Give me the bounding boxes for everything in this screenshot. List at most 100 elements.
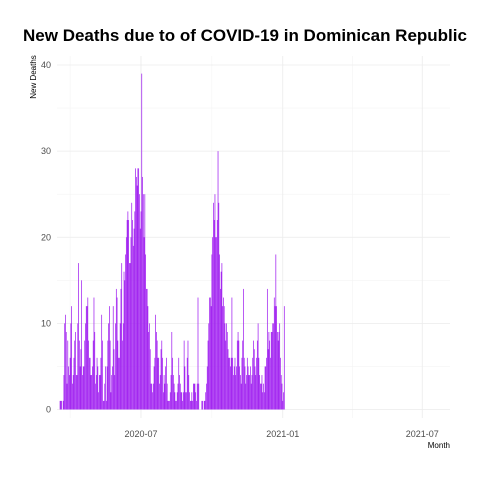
bar: [271, 331, 273, 410]
bar: [204, 400, 206, 410]
bar: [92, 340, 94, 410]
bar: [64, 323, 66, 410]
bar: [146, 288, 148, 410]
bar: [102, 400, 104, 410]
bar: [215, 237, 217, 410]
bar: [120, 288, 122, 410]
bar: [102, 340, 103, 410]
bar: [82, 366, 84, 410]
bar: [263, 383, 264, 410]
x-tick-label: 2020-07: [124, 429, 157, 439]
bar: [135, 168, 136, 410]
bar: [283, 306, 285, 410]
bar: [81, 280, 83, 410]
bar: [249, 375, 250, 410]
bar: [194, 383, 196, 410]
bar: [184, 366, 186, 410]
bar: [72, 375, 74, 410]
bar: [277, 340, 279, 410]
bar: [235, 375, 237, 410]
bar: [73, 357, 75, 410]
bar: [263, 392, 265, 410]
bar: [231, 297, 233, 410]
bar: [283, 392, 284, 410]
bar: [60, 400, 62, 410]
bar: [153, 366, 155, 410]
major-gridlines: [57, 56, 450, 418]
bar: [71, 306, 72, 410]
bar: [233, 366, 235, 410]
bar: [225, 340, 227, 410]
bar: [253, 349, 255, 410]
bar: [86, 306, 88, 410]
bar: [85, 323, 86, 410]
bar: [270, 357, 271, 410]
y-tick-label: 40: [41, 60, 51, 70]
bar: [211, 254, 213, 410]
bar: [195, 392, 197, 410]
bar: [196, 383, 198, 410]
bar: [122, 323, 124, 410]
bar: [109, 340, 111, 410]
bar-series: [59, 73, 285, 410]
x-tick-label: 2021-07: [406, 429, 439, 439]
bar: [142, 176, 143, 410]
bar: [80, 349, 82, 410]
bar: [142, 194, 144, 410]
bar: [280, 375, 282, 410]
bar: [176, 392, 178, 410]
bar: [257, 323, 259, 410]
bar: [72, 383, 73, 410]
bar: [116, 297, 118, 410]
bar: [83, 366, 85, 410]
bar: [273, 297, 275, 410]
bar: [248, 375, 250, 410]
bar: [175, 400, 177, 410]
bar: [188, 375, 190, 410]
bar: [166, 357, 167, 410]
bar: [88, 340, 89, 410]
bar: [87, 297, 89, 410]
y-tick-label: 0: [46, 405, 51, 415]
bar: [125, 237, 127, 410]
bar: [213, 202, 214, 410]
bar: [106, 366, 108, 410]
bar: [236, 366, 237, 410]
bar: [251, 375, 253, 410]
bar: [193, 383, 195, 410]
bar: [140, 211, 142, 410]
bar: [192, 400, 193, 410]
bar: [78, 263, 79, 410]
bar: [230, 357, 232, 410]
bar: [212, 237, 214, 410]
bar: [178, 357, 180, 410]
bar: [272, 323, 274, 410]
bar: [159, 375, 161, 410]
bar: [219, 254, 220, 410]
bar: [256, 340, 258, 410]
bar: [131, 202, 133, 410]
y-axis-title: New Deaths: [29, 55, 38, 99]
bar: [166, 383, 168, 410]
bar: [173, 383, 175, 410]
bar: [234, 357, 236, 410]
bar: [141, 73, 143, 410]
bar: [94, 331, 96, 410]
bar: [243, 357, 245, 410]
bar: [121, 263, 123, 410]
bar: [136, 185, 138, 410]
bar: [164, 383, 166, 410]
bar: [172, 357, 173, 410]
bar: [90, 375, 92, 410]
bar: [105, 400, 107, 410]
bar: [101, 314, 103, 410]
bar: [207, 340, 209, 410]
bar: [114, 375, 116, 410]
bar: [84, 340, 86, 410]
bar: [185, 392, 187, 410]
y-tick-label: 30: [41, 146, 51, 156]
bar: [208, 323, 210, 410]
bar: [269, 340, 271, 410]
bar: [250, 366, 251, 410]
bar: [267, 349, 269, 410]
